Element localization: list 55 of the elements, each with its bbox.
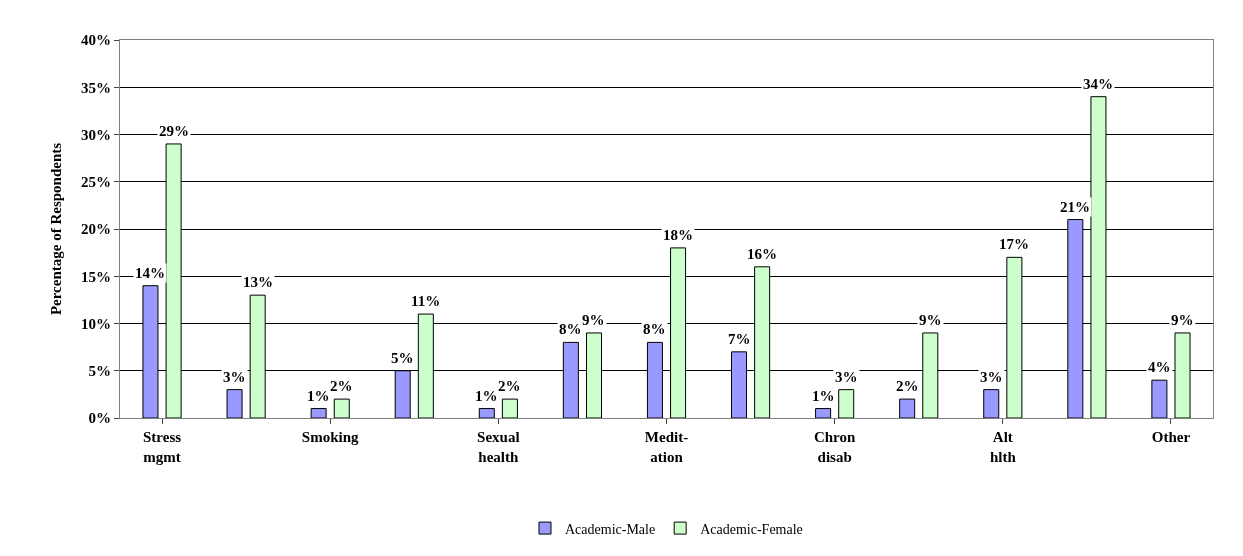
data-label: 4% <box>1148 359 1171 375</box>
y-tick-label: 15% <box>81 268 111 285</box>
data-label: 29% <box>159 123 189 139</box>
bar <box>899 398 916 418</box>
data-label: 9% <box>582 312 605 328</box>
data-label: 9% <box>1171 312 1194 328</box>
y-tick-label: 10% <box>81 315 111 332</box>
x-tick-label: Sexual health <box>477 429 520 465</box>
data-label: 1% <box>812 388 835 404</box>
bar <box>983 389 1000 418</box>
legend-label: Academic-Male <box>565 521 656 537</box>
bar <box>1151 379 1168 418</box>
bar <box>838 389 855 418</box>
data-label: 3% <box>223 369 246 385</box>
bar <box>815 408 832 418</box>
y-tick-label: 5% <box>88 363 111 379</box>
data-label: 2% <box>330 378 353 394</box>
y-tick-label: 40% <box>81 32 111 49</box>
y-axis-title: Percentage of Respondents <box>48 142 65 316</box>
data-label: 16% <box>747 246 777 262</box>
data-label: 13% <box>243 274 273 290</box>
data-label: 3% <box>835 369 858 385</box>
data-label: 2% <box>896 378 919 394</box>
data-label: 9% <box>919 312 942 328</box>
data-label: 3% <box>980 369 1003 385</box>
x-tick-label: Alt hlth <box>989 429 1017 465</box>
data-label: 34% <box>1083 76 1113 92</box>
data-label: 2% <box>498 378 521 394</box>
data-label: 8% <box>643 321 666 337</box>
y-tick-label: 25% <box>81 174 111 190</box>
y-tick-label: 35% <box>81 79 111 96</box>
y-tick-label: 0% <box>88 410 111 427</box>
bar <box>478 408 495 418</box>
data-label: 17% <box>999 236 1029 252</box>
data-label: 18% <box>663 227 693 243</box>
y-tick-label: 30% <box>81 126 111 143</box>
y-tick-label: 20% <box>81 221 111 238</box>
bar <box>310 408 327 418</box>
data-label: 1% <box>475 388 498 404</box>
x-tick-label: Smoking <box>301 429 360 445</box>
data-label: 8% <box>559 321 582 337</box>
x-tick-label: Stress mgmt <box>143 429 182 465</box>
data-label: 5% <box>391 350 414 366</box>
data-label: 14% <box>135 265 165 281</box>
bar <box>333 398 350 418</box>
x-tick-label: Medit- ation <box>644 429 689 465</box>
x-tick-label: Chron disab <box>813 429 857 465</box>
data-label: 1% <box>307 388 330 404</box>
data-label: 7% <box>728 331 751 347</box>
data-label: 11% <box>411 293 441 309</box>
legend-label: Academic-Female <box>700 521 803 537</box>
data-label: 21% <box>1060 199 1090 215</box>
x-tick-label: Other <box>1151 429 1191 445</box>
bar <box>501 398 518 418</box>
bar <box>226 389 243 418</box>
